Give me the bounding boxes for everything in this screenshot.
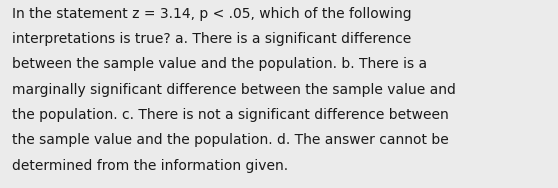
Text: interpretations is true? a. There is a significant difference: interpretations is true? a. There is a s… [12,32,412,46]
Text: marginally significant difference between the sample value and: marginally significant difference betwee… [12,83,456,97]
Text: between the sample value and the population. b. There is a: between the sample value and the populat… [12,57,427,71]
Text: the population. c. There is not a significant difference between: the population. c. There is not a signif… [12,108,449,122]
Text: In the statement z = 3.14, p < .05, which of the following: In the statement z = 3.14, p < .05, whic… [12,7,412,20]
Text: the sample value and the population. d. The answer cannot be: the sample value and the population. d. … [12,133,449,147]
Text: determined from the information given.: determined from the information given. [12,159,288,173]
